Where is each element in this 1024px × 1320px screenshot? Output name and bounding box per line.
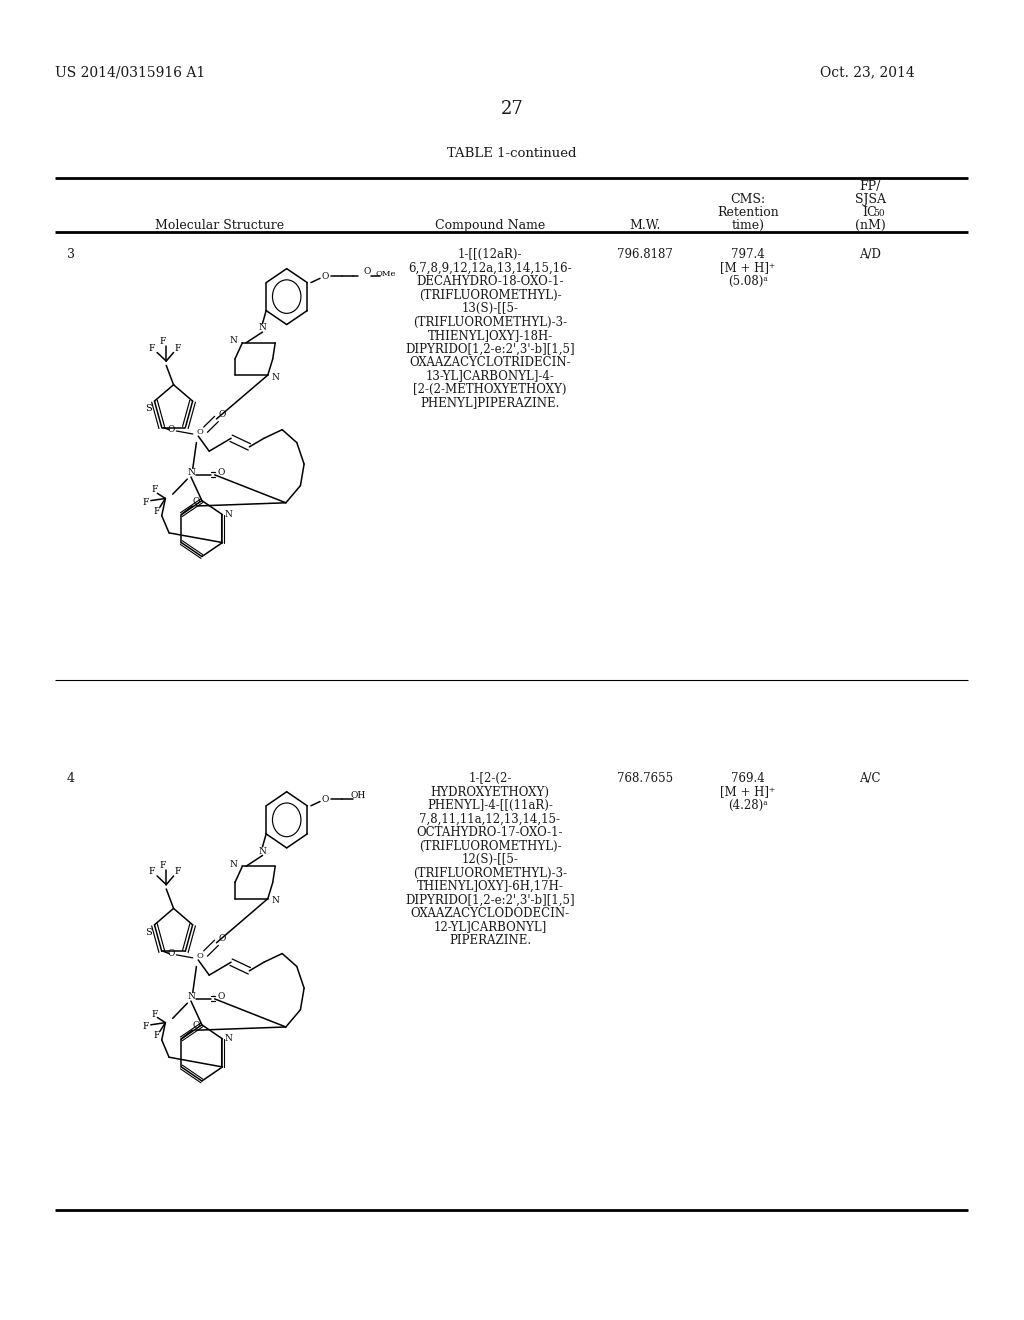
Text: F: F <box>160 861 166 870</box>
Text: O: O <box>322 272 329 281</box>
Text: N: N <box>259 846 266 855</box>
Text: O: O <box>322 795 329 804</box>
Text: OH: OH <box>351 791 366 800</box>
Text: (4.28)ᵃ: (4.28)ᵃ <box>728 799 768 812</box>
Text: A/D: A/D <box>859 248 881 261</box>
Text: A/C: A/C <box>859 772 881 785</box>
Text: [M + H]⁺: [M + H]⁺ <box>721 261 775 275</box>
Text: OXAAZACYCLODODECIN-: OXAAZACYCLODODECIN- <box>411 907 569 920</box>
Text: O: O <box>167 425 174 434</box>
Text: (TRIFLUOROMETHYL)-: (TRIFLUOROMETHYL)- <box>419 289 561 301</box>
Text: N: N <box>187 993 195 1002</box>
Text: F: F <box>142 498 148 507</box>
Text: [2-(2-METHOXYETHOXY): [2-(2-METHOXYETHOXY) <box>414 383 566 396</box>
Text: 13(S)-[[5-: 13(S)-[[5- <box>462 302 518 315</box>
Text: 12(S)-[[5-: 12(S)-[[5- <box>462 853 518 866</box>
Text: F: F <box>152 1010 158 1019</box>
Text: [M + H]⁺: [M + H]⁺ <box>721 785 775 799</box>
Text: (5.08)ᵃ: (5.08)ᵃ <box>728 275 768 288</box>
Text: PHENYL]-4-[[(11aR)-: PHENYL]-4-[[(11aR)- <box>427 799 553 812</box>
Text: O: O <box>217 993 225 1002</box>
Text: US 2014/0315916 A1: US 2014/0315916 A1 <box>55 65 205 79</box>
Text: Retention: Retention <box>717 206 779 219</box>
Text: OMe: OMe <box>376 271 396 279</box>
Text: time): time) <box>731 219 765 232</box>
Text: F: F <box>153 507 160 516</box>
Text: F: F <box>153 1031 160 1040</box>
Text: O: O <box>193 498 200 506</box>
Text: 4: 4 <box>67 772 75 785</box>
Text: O: O <box>167 949 174 958</box>
Text: FP/: FP/ <box>859 180 881 193</box>
Text: N: N <box>229 337 237 345</box>
Text: DECAHYDRO-18-OXO-1-: DECAHYDRO-18-OXO-1- <box>416 275 564 288</box>
Text: OCTAHYDRO-17-OXO-1-: OCTAHYDRO-17-OXO-1- <box>417 826 563 840</box>
Text: TABLE 1-continued: TABLE 1-continued <box>447 147 577 160</box>
Text: 796.8187: 796.8187 <box>617 248 673 261</box>
Text: F: F <box>160 337 166 346</box>
Text: OXAAZACYCLOTRIDECIN-: OXAAZACYCLOTRIDECIN- <box>410 356 570 370</box>
Text: S: S <box>144 404 152 413</box>
Text: SJSA: SJSA <box>854 193 886 206</box>
Text: O: O <box>197 428 204 436</box>
Text: IC: IC <box>862 206 877 219</box>
Text: N: N <box>224 510 232 519</box>
Text: M.W.: M.W. <box>630 219 660 232</box>
Text: F: F <box>174 867 180 876</box>
Text: 6,7,8,9,12,12a,13,14,15,16-: 6,7,8,9,12,12a,13,14,15,16- <box>409 261 571 275</box>
Text: 3: 3 <box>67 248 75 261</box>
Text: O: O <box>197 952 204 960</box>
Text: N: N <box>259 323 266 333</box>
Text: O: O <box>364 268 371 276</box>
Text: S: S <box>144 928 152 937</box>
Text: O: O <box>218 935 225 942</box>
Text: PHENYL]PIPERAZINE.: PHENYL]PIPERAZINE. <box>420 396 560 409</box>
Text: 768.7655: 768.7655 <box>616 772 673 785</box>
Text: (TRIFLUOROMETHYL)-3-: (TRIFLUOROMETHYL)-3- <box>413 866 567 879</box>
Text: 797.4: 797.4 <box>731 248 765 261</box>
Text: O: O <box>217 469 225 478</box>
Text: Oct. 23, 2014: Oct. 23, 2014 <box>820 65 914 79</box>
Text: 7,8,11,11a,12,13,14,15-: 7,8,11,11a,12,13,14,15- <box>420 813 560 825</box>
Text: 769.4: 769.4 <box>731 772 765 785</box>
Text: F: F <box>152 486 158 495</box>
Text: N: N <box>271 896 280 906</box>
Text: PIPERAZINE.: PIPERAZINE. <box>449 935 531 946</box>
Text: 13-YL]CARBONYL]-4-: 13-YL]CARBONYL]-4- <box>426 370 554 383</box>
Text: CMS:: CMS: <box>730 193 766 206</box>
Text: N: N <box>224 1035 232 1043</box>
Text: (TRIFLUOROMETHYL)-: (TRIFLUOROMETHYL)- <box>419 840 561 853</box>
Text: (nM): (nM) <box>855 219 886 232</box>
Text: O: O <box>218 411 225 420</box>
Text: THIENYL]OXY]-18H-: THIENYL]OXY]-18H- <box>427 329 553 342</box>
Text: F: F <box>174 343 180 352</box>
Text: 27: 27 <box>501 100 523 117</box>
Text: F: F <box>148 343 155 352</box>
Text: 1-[[(12aR)-: 1-[[(12aR)- <box>458 248 522 261</box>
Text: 50: 50 <box>873 209 885 218</box>
Text: Compound Name: Compound Name <box>435 219 545 232</box>
Text: O: O <box>193 1022 200 1031</box>
Text: N: N <box>187 469 195 478</box>
Text: N: N <box>229 859 237 869</box>
Text: N: N <box>271 372 280 381</box>
Text: 12-YL]CARBONYL]: 12-YL]CARBONYL] <box>433 920 547 933</box>
Text: DIPYRIDO[1,2-e:2',3'-b][1,5]: DIPYRIDO[1,2-e:2',3'-b][1,5] <box>406 342 574 355</box>
Text: F: F <box>142 1023 148 1031</box>
Text: DIPYRIDO[1,2-e:2',3'-b][1,5]: DIPYRIDO[1,2-e:2',3'-b][1,5] <box>406 894 574 907</box>
Text: 1-[2-(2-: 1-[2-(2- <box>468 772 512 785</box>
Text: THIENYL]OXY]-6H,17H-: THIENYL]OXY]-6H,17H- <box>417 880 563 894</box>
Text: F: F <box>148 867 155 876</box>
Text: Molecular Structure: Molecular Structure <box>156 219 285 232</box>
Text: (TRIFLUOROMETHYL)-3-: (TRIFLUOROMETHYL)-3- <box>413 315 567 329</box>
Text: HYDROXYETHOXY): HYDROXYETHOXY) <box>430 785 550 799</box>
